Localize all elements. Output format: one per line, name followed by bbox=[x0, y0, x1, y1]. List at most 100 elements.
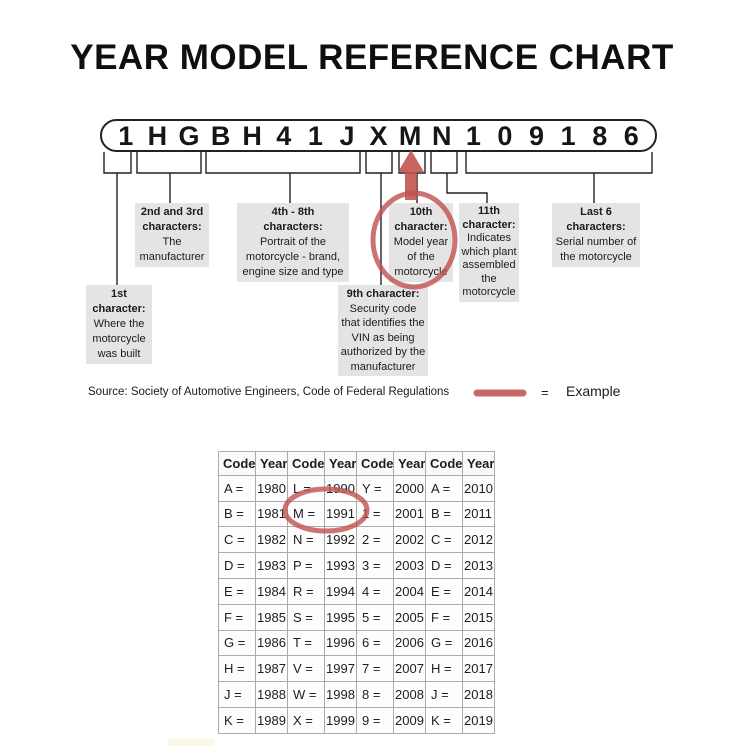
callout-text-line: the motorcycle bbox=[560, 251, 632, 263]
callout-text-line: which plant bbox=[461, 245, 517, 258]
year-cell: 2004 bbox=[393, 577, 426, 605]
code-cell: W = bbox=[287, 681, 325, 708]
code-cell: L = bbox=[287, 474, 325, 502]
code-cell: B = bbox=[218, 500, 256, 528]
year-cell: 1999 bbox=[324, 706, 357, 734]
callout-text-line: of the bbox=[407, 251, 435, 263]
year-cell: 1987 bbox=[255, 655, 288, 683]
year-cell: 1991 bbox=[324, 500, 357, 528]
vin-character: B bbox=[210, 120, 231, 151]
code-cell: K = bbox=[425, 706, 463, 734]
code-cell: E = bbox=[425, 577, 463, 605]
table-row: K = 1989 X = 1999 9 = 2009 K = 2019 bbox=[218, 706, 495, 734]
callout-text-line: engine size and type bbox=[242, 266, 344, 278]
code-cell: 7 = bbox=[356, 655, 394, 683]
code-cell: H = bbox=[425, 655, 463, 683]
vin-character: X bbox=[369, 120, 388, 151]
year-cell: 2018 bbox=[462, 681, 495, 708]
code-cell: C = bbox=[425, 526, 463, 554]
callout-9th-character: 9th character: Security code that identifi… bbox=[338, 285, 428, 376]
year-cell: 1983 bbox=[255, 552, 288, 579]
table-header-cell: Code bbox=[218, 451, 256, 476]
callout-heading-line: 10th bbox=[409, 206, 433, 218]
callout-text-line: authorized by the bbox=[340, 346, 426, 358]
year-cell: 2012 bbox=[462, 526, 495, 554]
year-cell: 1986 bbox=[255, 629, 288, 657]
code-cell: J = bbox=[218, 681, 256, 708]
code-cell: K = bbox=[218, 706, 256, 734]
callout-heading-line: characters: bbox=[566, 221, 626, 233]
table-header-cell: Year bbox=[393, 451, 426, 476]
callout-heading-line: 11th bbox=[477, 205, 500, 217]
year-cell: 1984 bbox=[255, 577, 288, 605]
vin-character: 9 bbox=[529, 120, 545, 151]
year-cell: 2000 bbox=[393, 474, 426, 502]
callout-text-line: motorcycle bbox=[462, 286, 516, 298]
year-cell: 2011 bbox=[462, 500, 495, 528]
code-cell: G = bbox=[425, 629, 463, 657]
table-row: E = 1984 R = 1994 4 = 2004 E = 2014 bbox=[218, 577, 495, 605]
table-row: F = 1985 S = 1995 5 = 2005 F = 2015 bbox=[218, 603, 495, 631]
page-title: YEAR MODEL REFERENCE CHART bbox=[70, 38, 674, 77]
code-cell: 1 = bbox=[356, 500, 394, 528]
callout-heading-line: character: bbox=[92, 303, 146, 315]
callout-heading-line: character: bbox=[394, 221, 448, 233]
table-row: A = 1980 L = 1990 Y = 2000 A = 2010 bbox=[218, 474, 495, 502]
year-cell: 2014 bbox=[462, 577, 495, 605]
code-cell: F = bbox=[425, 603, 463, 631]
bracket-last-6 bbox=[465, 152, 653, 174]
vin-character: J bbox=[339, 120, 355, 151]
callout-text-line: manufacturer bbox=[139, 251, 205, 263]
vin-character: 1 bbox=[118, 120, 134, 151]
callout-text-line: the bbox=[481, 272, 497, 285]
year-cell: 1995 bbox=[324, 603, 357, 631]
table-row: B = 1981 M = 1991 1 = 2001 B = 2011 bbox=[218, 500, 495, 528]
year-cell: 2015 bbox=[462, 603, 495, 631]
year-cell: 2003 bbox=[393, 552, 426, 579]
vin-character: 1 bbox=[307, 120, 323, 151]
legend-equals-sign: = bbox=[541, 385, 549, 400]
callout-text-line: motorcycle - brand, bbox=[245, 251, 341, 263]
table-header-cell: Year bbox=[324, 451, 357, 476]
callout-text-line: Portrait of the bbox=[259, 236, 327, 248]
bracket-char-1 bbox=[103, 152, 132, 174]
code-cell: G = bbox=[218, 629, 256, 657]
code-cell: H = bbox=[218, 655, 256, 683]
code-cell: V = bbox=[287, 655, 325, 683]
bracket-char-10 bbox=[398, 152, 426, 174]
table-row: G = 1986 T = 1996 6 = 2006 G = 2016 bbox=[218, 629, 495, 657]
bracket-char-9 bbox=[365, 152, 393, 174]
year-cell: 1981 bbox=[255, 500, 288, 528]
table-header-cell: Code bbox=[425, 451, 463, 476]
source-attribution: Source: Society of Automotive Engineers,… bbox=[88, 386, 450, 398]
table-row: H = 1987 V = 1997 7 = 2007 H = 2017 bbox=[218, 655, 495, 683]
callout-text-line: Serial number of bbox=[555, 236, 637, 248]
code-cell: T = bbox=[287, 629, 325, 657]
year-cell: 1998 bbox=[324, 681, 357, 708]
table-row: J = 1988 W = 1998 8 = 2008 J = 2018 bbox=[218, 681, 495, 708]
table-header-cell: Year bbox=[255, 451, 288, 476]
callout-10th-character: 10th character: Model year of the motorcycle bbox=[389, 203, 453, 282]
bracket-chars-4-8 bbox=[205, 152, 361, 174]
code-cell: J = bbox=[425, 681, 463, 708]
year-cell: 2005 bbox=[393, 603, 426, 631]
callout-text-line: was built bbox=[97, 348, 141, 360]
code-cell: A = bbox=[218, 474, 256, 502]
code-cell: X = bbox=[287, 706, 325, 734]
bracket-chars-2-3 bbox=[136, 152, 202, 174]
callout-heading-line: 9th character: bbox=[346, 288, 420, 300]
bracket-char-11 bbox=[430, 152, 458, 174]
stem-char-11-elbow bbox=[446, 173, 488, 203]
callout-heading-line: 4th - 8th bbox=[271, 206, 315, 218]
callout-text-line: that identifies the bbox=[341, 317, 425, 329]
vin-character: G bbox=[178, 120, 200, 151]
callout-text-line: assembled bbox=[462, 259, 516, 271]
table-row: D = 1983 P = 1993 3 = 2003 D = 2013 bbox=[218, 552, 495, 579]
code-cell: F = bbox=[218, 603, 256, 631]
year-cell: 2010 bbox=[462, 474, 495, 502]
callout-text-line: The bbox=[162, 236, 182, 248]
callout-text-line: Model year bbox=[393, 236, 449, 248]
year-table-header: Code Year Code Year Code Year Code Year bbox=[218, 451, 495, 476]
